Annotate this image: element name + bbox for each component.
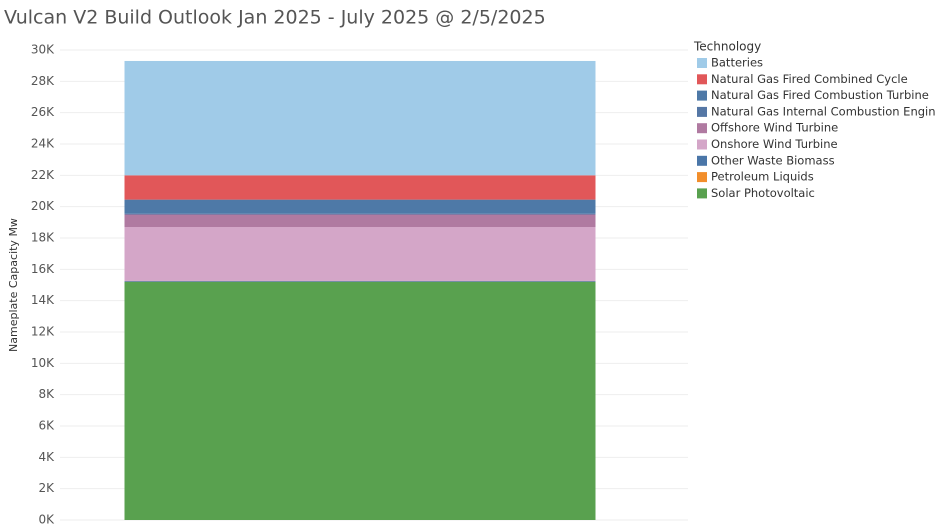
bar-segment: [124, 214, 596, 228]
legend-swatch: [697, 74, 707, 85]
y-tick-label: 14K: [31, 293, 55, 307]
y-tick-label: 20K: [31, 199, 55, 213]
legend-label: Onshore Wind Turbine: [711, 137, 838, 151]
legend-swatch: [697, 106, 707, 117]
legend-label: Offshore Wind Turbine: [711, 121, 838, 135]
y-tick-label: 0K: [38, 513, 55, 527]
y-tick-label: 10K: [31, 356, 55, 370]
legend-swatch: [697, 123, 707, 134]
legend-label: Natural Gas Internal Combustion Engine: [711, 104, 936, 118]
legend-swatch: [697, 188, 707, 199]
legend-label: Natural Gas Fired Combined Cycle: [711, 72, 908, 86]
y-tick-label: 18K: [31, 231, 55, 245]
bar-segment: [124, 213, 596, 215]
y-tick-label: 28K: [31, 74, 55, 88]
legend-swatch: [697, 90, 707, 101]
legend-label: Batteries: [711, 56, 763, 70]
legend-label: Natural Gas Fired Combustion Turbine: [711, 88, 929, 102]
legend-swatch: [697, 172, 707, 183]
bar-segment: [124, 280, 596, 282]
bar-segment: [124, 281, 596, 520]
y-axis-label: Nameplate Capacity Mw: [7, 218, 20, 352]
y-tick-label: 2K: [38, 481, 55, 495]
y-tick-label: 8K: [38, 387, 55, 401]
bar-segment: [124, 199, 596, 214]
bar-segment: [124, 227, 596, 281]
y-tick-label: 4K: [38, 450, 55, 464]
y-tick-label: 22K: [31, 168, 55, 182]
y-tick-label: 24K: [31, 137, 55, 151]
y-tick-label: 30K: [31, 43, 55, 57]
legend-title: Technology: [693, 40, 761, 54]
legend-label: Petroleum Liquids: [711, 170, 814, 184]
chart-title: Vulcan V2 Build Outlook Jan 2025 - July …: [4, 7, 546, 29]
y-tick-label: 16K: [31, 262, 55, 276]
bar-segment: [124, 175, 596, 200]
y-tick-label: 26K: [31, 105, 55, 119]
legend-label: Solar Photovoltaic: [711, 186, 815, 200]
y-tick-label: 6K: [38, 419, 55, 433]
legend-swatch: [697, 139, 707, 150]
legend-swatch: [697, 58, 707, 68]
legend-swatch: [697, 155, 707, 166]
bar-segment: [124, 60, 596, 176]
y-tick-label: 12K: [31, 325, 55, 339]
legend-label: Other Waste Biomass: [711, 153, 835, 167]
